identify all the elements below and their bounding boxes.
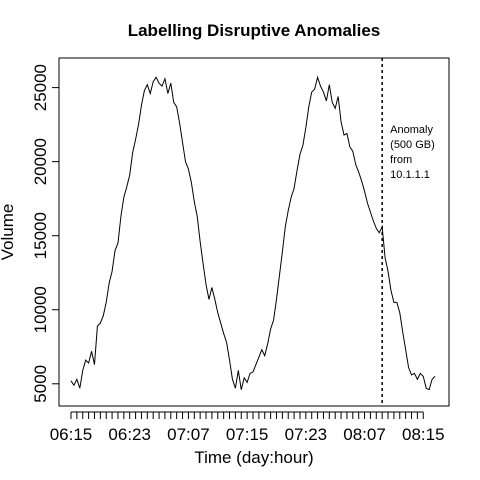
x-tick-label: 08:07	[343, 425, 386, 444]
plot-frame	[58, 57, 450, 407]
y-tick-label: 15000	[31, 212, 50, 259]
x-axis-title: Time (day:hour)	[194, 448, 313, 467]
x-tick-label: 06:23	[108, 425, 151, 444]
series-layer	[70, 75, 436, 391]
annotation-layer: Anomaly (500 GB) from 10.1.1.1	[381, 58, 435, 406]
x-tick-label: 06:15	[50, 425, 93, 444]
anomaly-label: (500 GB)	[390, 139, 435, 151]
y-tick-label: 20000	[31, 138, 50, 185]
y-axis: 5000 10000 15000 20000 25000	[31, 64, 59, 403]
x-tick-label: 07:23	[285, 425, 328, 444]
chart-title: Labelling Disruptive Anomalies	[128, 21, 381, 40]
y-tick-label: 5000	[31, 365, 50, 403]
y-axis-title: Volume	[0, 204, 17, 261]
x-tick-label: 08:15	[402, 425, 445, 444]
y-tick-label: 25000	[31, 64, 50, 111]
y-tick-label: 10000	[31, 286, 50, 333]
x-axis: 06:15 06:23 07:07 07:15 07:23 08:07 08:15	[50, 411, 445, 444]
x-tick-label: 07:15	[226, 425, 269, 444]
anomaly-label: Anomaly	[390, 124, 433, 136]
anomaly-label: from	[390, 154, 412, 166]
anomaly-label: 10.1.1.1	[390, 169, 430, 181]
series-line	[70, 75, 436, 391]
x-tick-label: 07:07	[167, 425, 210, 444]
